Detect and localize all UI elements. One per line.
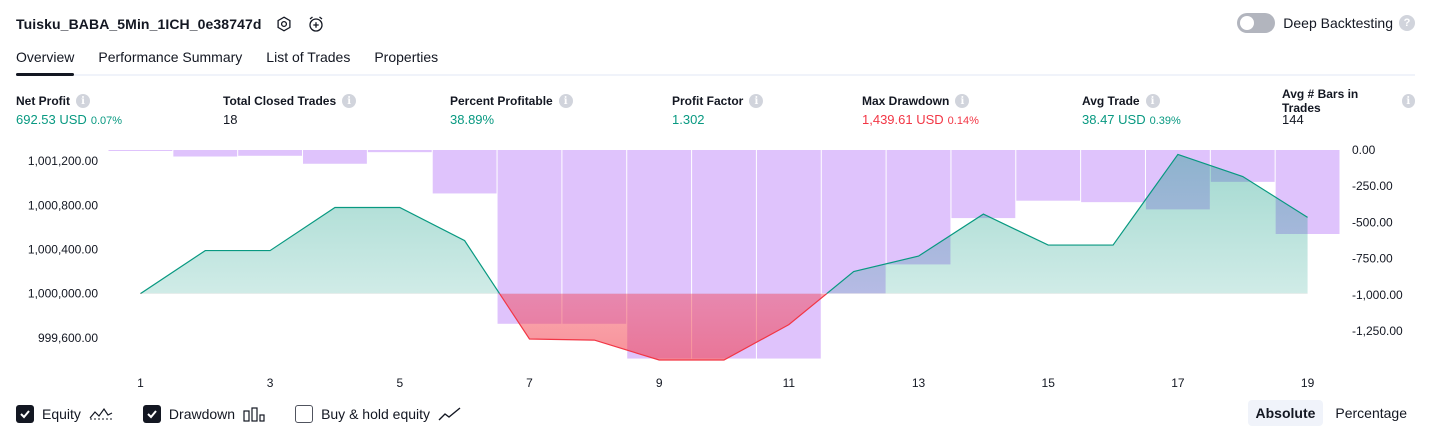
metric-value: 144 [1282, 112, 1304, 127]
drawdown-bars-icon [243, 406, 265, 422]
value-mode-switch: Absolute Percentage [1244, 400, 1416, 426]
x-axis-tick-label: 7 [526, 376, 533, 390]
metric-label: Max Drawdown [862, 94, 950, 108]
legend-equity[interactable]: Equity [16, 405, 113, 423]
tab-list-of-trades[interactable]: List of Trades [266, 49, 351, 65]
drawdown-checkbox[interactable] [142, 405, 161, 423]
drawdown-bar [173, 150, 238, 157]
equity-checkbox[interactable] [16, 405, 34, 423]
x-axis-tick-label: 17 [1171, 376, 1185, 390]
equity-line-icon [89, 406, 113, 422]
info-icon[interactable]: i [558, 94, 573, 108]
equity-line-positive [140, 153, 1308, 294]
metric-label: Net Profit [16, 94, 70, 108]
left-axis-tick-label: 1,001,200.00 [28, 154, 98, 168]
drawdown-bar [108, 150, 173, 151]
info-icon[interactable]: i [76, 94, 90, 108]
help-icon[interactable]: ? [1399, 15, 1415, 31]
strategy-header: Tuisku_BABA_5Min_1ICH_0e38747d [16, 12, 326, 36]
info-icon[interactable]: i [955, 94, 970, 108]
metric-net-profit: Net Profit i 692.53 USD 0.07% [16, 92, 122, 127]
equity-line-negative [140, 293, 828, 361]
metric-value: 692.53 USD [16, 112, 87, 127]
right-axis-tick-label: -750.00 [1352, 252, 1393, 266]
metric-percent: 0.07% [90, 115, 123, 127]
x-axis-tick-label: 15 [1042, 376, 1056, 390]
metric-value: 38.89% [450, 112, 495, 127]
right-axis-tick-label: -1,250.00 [1352, 324, 1403, 338]
tab-overview[interactable]: Overview [16, 44, 75, 76]
percentage-button[interactable]: Percentage [1335, 405, 1407, 421]
metric-value: 1.302 [672, 112, 705, 127]
drawdown-bar [303, 150, 367, 164]
right-axis-tick-label: 0.00 [1352, 143, 1376, 157]
drawdown-bar [367, 150, 432, 153]
buy-hold-line-icon [438, 406, 462, 422]
x-axis-tick-label: 5 [396, 376, 403, 390]
metric-value: 1,439.61 USD [862, 112, 944, 127]
legend-label: Buy & hold equity [321, 406, 431, 422]
x-axis-tick-label: 19 [1301, 376, 1315, 390]
legend-label: Drawdown [168, 406, 236, 422]
left-axis-tick-label: 1,000,800.00 [28, 198, 98, 212]
chart-legend: Equity Drawdown Buy & hold equity [16, 402, 492, 426]
legend-label: Equity [42, 406, 81, 422]
x-axis-tick-label: 3 [267, 376, 274, 390]
x-axis-tick-label: 13 [912, 376, 926, 390]
report-tabs: Overview Performance Summary List of Tra… [16, 44, 1415, 76]
tab-performance-summary[interactable]: Performance Summary [98, 49, 243, 65]
right-axis-tick-label: -250.00 [1352, 179, 1393, 193]
metric-value: 18 [223, 112, 238, 127]
metric-label: Total Closed Trades [223, 94, 337, 108]
metric-label: Percent Profitable [450, 94, 553, 108]
buy-hold-checkbox[interactable] [295, 405, 314, 423]
alarm-clock-plus-icon[interactable] [306, 14, 326, 34]
absolute-button[interactable]: Absolute [1247, 400, 1324, 426]
metric-avg-trade: Avg Trade i 38.47 USD 0.39% [1082, 92, 1181, 127]
legend-buy-hold-equity[interactable]: Buy & hold equity [295, 405, 462, 423]
x-axis-tick-label: 11 [783, 376, 796, 390]
metric-label: Avg Trade [1082, 94, 1140, 108]
left-axis-tick-label: 999,600.00 [38, 331, 98, 345]
x-axis-tick-label: 9 [656, 376, 663, 390]
info-icon[interactable]: i [1401, 94, 1415, 108]
legend-drawdown[interactable]: Drawdown [142, 405, 265, 423]
drawdown-bar [238, 150, 303, 156]
metrics-row: Net Profit i 692.53 USD 0.07% Total Closed… [16, 87, 1415, 132]
metric-total-closed-trades: Total Closed Trades i 18 [223, 92, 357, 127]
x-axis-tick-label: 1 [137, 376, 144, 390]
metric-avg-bars-in-trades: Avg # Bars in Trades i 144 [1282, 87, 1415, 127]
drawdown-bar [951, 150, 1016, 219]
left-axis-tick-label: 1,000,000.00 [28, 287, 98, 301]
equity-drawdown-chart[interactable]: 1,001,200.00 1,000,800.00 1,000,400.00 1,00… [0, 140, 1431, 396]
tab-properties[interactable]: Properties [374, 49, 439, 65]
metric-percent: 0.39% [1149, 115, 1181, 127]
metric-label: Profit Factor [672, 94, 744, 108]
deep-backtesting: Deep Backtesting ? [1237, 13, 1415, 33]
metric-percent: 0.14% [947, 115, 979, 127]
left-axis-tick-label: 1,000,400.00 [28, 242, 98, 256]
deep-backtesting-label: Deep Backtesting [1283, 15, 1393, 31]
info-icon[interactable]: i [342, 94, 357, 108]
metric-value: 38.47 USD [1082, 112, 1146, 127]
info-icon[interactable]: i [749, 94, 764, 108]
metric-percent-profitable: Percent Profitable i 38.89% [450, 92, 573, 127]
drawdown-bar [1081, 150, 1145, 203]
equity-area-negative [140, 293, 1308, 360]
drawdown-bar [432, 150, 497, 194]
metric-max-drawdown: Max Drawdown i 1,439.61 USD 0.14% [862, 92, 979, 127]
metric-label: Avg # Bars in Trades [1282, 87, 1359, 115]
metric-profit-factor: Profit Factor i 1.302 [672, 92, 764, 127]
deep-backtesting-toggle[interactable] [1237, 13, 1276, 33]
info-icon[interactable]: i [1145, 94, 1160, 108]
gear-icon[interactable] [274, 14, 294, 34]
right-axis-tick-label: -1,000.00 [1352, 288, 1403, 302]
equity-area-positive [140, 154, 1308, 294]
right-axis-tick-label: -500.00 [1352, 215, 1393, 229]
strategy-title: Tuisku_BABA_5Min_1ICH_0e38747d [16, 16, 262, 32]
drawdown-bar [1016, 150, 1081, 201]
